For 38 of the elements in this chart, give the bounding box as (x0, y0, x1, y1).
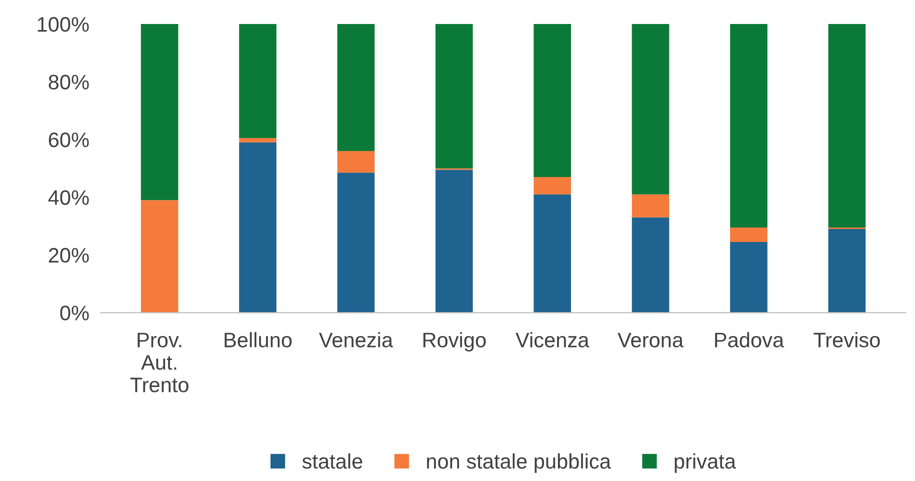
x-tick-label: Venezia (318, 332, 394, 348)
bar (534, 177, 572, 194)
x-tick-label: Rovigo (423, 332, 486, 352)
legend-label: statale (302, 453, 362, 469)
x-tick-label: Verona (618, 332, 684, 348)
bar (239, 142, 276, 313)
y-tick-label: 20% (48, 248, 89, 263)
bar (239, 138, 276, 142)
y-tick-label: 40% (48, 190, 89, 205)
x-tick-label: Treviso (814, 332, 880, 348)
x-tick-label: Padova (715, 332, 784, 348)
x-tick-label: Vicenza (516, 332, 590, 348)
bar (828, 24, 866, 228)
bar (730, 24, 768, 228)
bar (140, 200, 178, 313)
bar (828, 228, 866, 313)
bar (435, 24, 473, 168)
x-tick-label: Prov. Aut. Trento (130, 332, 188, 392)
bar (435, 170, 473, 313)
bar (337, 24, 375, 152)
x-tick-label: Belluno (224, 332, 292, 348)
legend-label: non statale pubblica (427, 453, 611, 473)
y-tick-label: 100% (38, 17, 89, 32)
y-tick-label: 0% (60, 306, 89, 320)
y-tick-label: 80% (48, 74, 89, 90)
bar (140, 24, 178, 200)
bar (632, 24, 670, 194)
bar (730, 228, 768, 242)
bar (534, 24, 572, 178)
bar (239, 24, 276, 138)
legend-label: privata (674, 453, 736, 473)
bar (632, 194, 670, 218)
bar (534, 194, 572, 313)
bar (632, 217, 670, 313)
bar (337, 151, 375, 173)
y-tick-label: 60% (48, 132, 89, 148)
bar (730, 242, 768, 313)
bar (337, 172, 375, 313)
